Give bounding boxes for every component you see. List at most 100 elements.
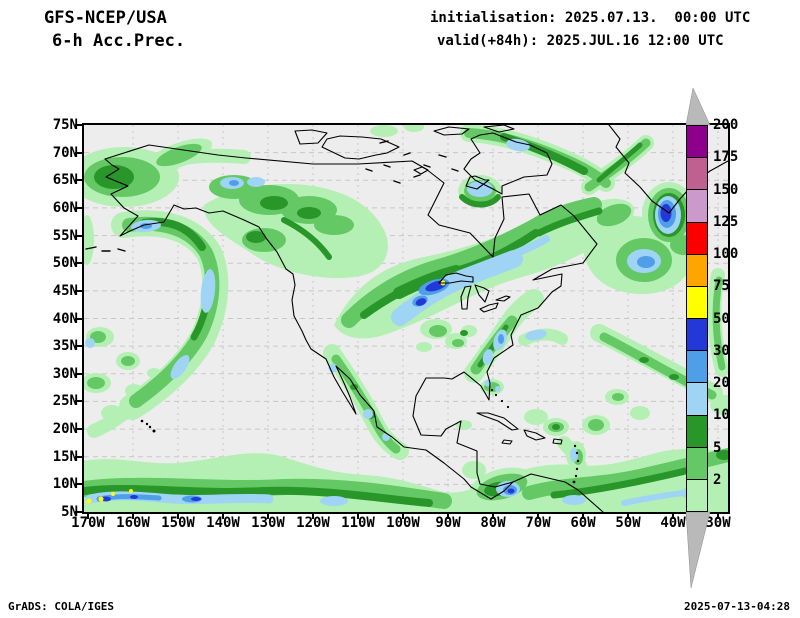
puerto-rico — [552, 438, 563, 445]
initialisation-time: initialisation: 2025.07.13. 00:00 UTC — [430, 10, 751, 26]
aleutian-islands — [85, 246, 126, 252]
colorbar-level-150: 150 — [713, 181, 739, 198]
lat-label-5N: 5N — [61, 504, 78, 520]
lat-label-15N: 15N — [52, 448, 78, 465]
lon-tick-130W — [267, 512, 269, 519]
colorbar-level-75: 75 — [713, 278, 730, 295]
colorbar-segment-11 — [687, 126, 707, 159]
lat-tick-5N — [75, 511, 82, 513]
lat-label-35N: 35N — [52, 338, 78, 355]
colorbar-level-125: 125 — [713, 213, 739, 230]
colorbar-segment-5 — [687, 319, 707, 352]
lat-label-20N: 20N — [52, 421, 78, 438]
lon-tick-160W — [132, 512, 134, 519]
colorbar-overflow-arrow-top — [685, 87, 711, 126]
lat-tick-35N — [75, 345, 82, 348]
lat-tick-15N — [75, 455, 82, 458]
victoria-island — [321, 135, 400, 160]
lon-label-140W: 140W — [206, 515, 240, 531]
colorbar-segment-3 — [687, 383, 707, 416]
lon-tick-50W — [627, 512, 629, 519]
lat-tick-70N — [75, 151, 82, 154]
lon-label-80W: 80W — [480, 515, 506, 531]
lon-label-130W: 130W — [251, 515, 285, 531]
colorbar-level-10: 10 — [713, 407, 730, 424]
model-title: GFS-NCEP/USA — [44, 8, 167, 28]
pacific-coast — [104, 158, 514, 500]
lon-label-110W: 110W — [341, 515, 375, 531]
colorbar-level-200: 200 — [713, 117, 739, 133]
lon-tick-30W — [717, 512, 719, 519]
colorbar-segment-8 — [687, 222, 707, 255]
lat-tick-60N — [75, 206, 82, 209]
colorbar-segment-9 — [687, 190, 707, 223]
lat-tick-65N — [75, 179, 82, 182]
lon-label-100W: 100W — [386, 515, 420, 531]
arctic-archipelago-islands — [413, 125, 515, 175]
lat-tick-50N — [75, 262, 82, 265]
lat-label-70N: 70N — [52, 144, 78, 161]
jamaica — [501, 439, 513, 445]
map-frame — [82, 123, 730, 514]
lon-label-90W: 90W — [435, 515, 461, 531]
lat-label-60N: 60N — [52, 199, 78, 216]
colorbar-segment-0 — [687, 479, 707, 512]
lon-tick-100W — [402, 512, 404, 519]
colorbar-level-30: 30 — [713, 342, 730, 359]
hispaniola — [523, 429, 546, 441]
banks-island — [294, 129, 328, 145]
lat-tick-75N — [75, 124, 82, 126]
colorbar-segment-1 — [687, 447, 707, 480]
lon-tick-70W — [537, 512, 539, 519]
lat-label-10N: 10N — [52, 476, 78, 493]
lat-label-65N: 65N — [52, 172, 78, 189]
bahamas-islands — [490, 388, 510, 409]
colorbar-level-20: 20 — [713, 375, 730, 391]
great-lakes — [438, 272, 511, 313]
lat-tick-20N — [75, 428, 82, 431]
lon-tick-110W — [357, 512, 359, 519]
hawaii-islands — [140, 419, 156, 433]
lat-label-25N: 25N — [52, 393, 78, 410]
colorbar-level-50: 50 — [713, 310, 730, 327]
lon-label-170W: 170W — [71, 515, 105, 531]
southampton-island — [465, 175, 490, 190]
lon-tick-40W — [672, 512, 674, 519]
lat-label-55N: 55N — [52, 227, 78, 244]
arctic-atlantic-coast — [104, 144, 604, 512]
colorbar-segment-2 — [687, 415, 707, 448]
product-title: 6-h Acc.Prec. — [52, 31, 186, 51]
lon-label-30W: 30W — [705, 515, 731, 531]
colorbar-segment-10 — [687, 158, 707, 191]
precipitation-colorbar — [686, 125, 708, 512]
lon-tick-80W — [492, 512, 494, 519]
colorbar-level-5: 5 — [713, 439, 722, 456]
lon-label-40W: 40W — [660, 515, 686, 531]
lon-label-60W: 60W — [570, 515, 596, 531]
map-canvas — [84, 125, 728, 512]
colorbar-level-100: 100 — [713, 246, 739, 262]
colorbar-segment-7 — [687, 254, 707, 287]
lat-label-45N: 45N — [52, 282, 78, 299]
lat-tick-30N — [75, 372, 82, 375]
lat-tick-45N — [75, 289, 82, 292]
lon-label-50W: 50W — [615, 515, 641, 531]
lat-tick-10N — [75, 483, 82, 486]
lat-tick-55N — [75, 234, 82, 237]
lat-label-75N: 75N — [52, 117, 78, 133]
lat-tick-40N — [75, 317, 82, 320]
lon-tick-150W — [177, 512, 179, 519]
lon-tick-120W — [312, 512, 314, 519]
small-arctic-islets — [365, 140, 459, 184]
lon-tick-90W — [447, 512, 449, 519]
cuba — [476, 412, 519, 431]
lat-label-30N: 30N — [52, 365, 78, 382]
baffin-island — [463, 132, 553, 195]
grads-credit: GrADS: COLA/IGES — [8, 600, 114, 613]
colorbar-segment-4 — [687, 351, 707, 384]
lat-label-40N: 40N — [52, 310, 78, 327]
lat-label-50N: 50N — [52, 255, 78, 272]
lon-label-120W: 120W — [296, 515, 330, 531]
lon-tick-140W — [222, 512, 224, 519]
